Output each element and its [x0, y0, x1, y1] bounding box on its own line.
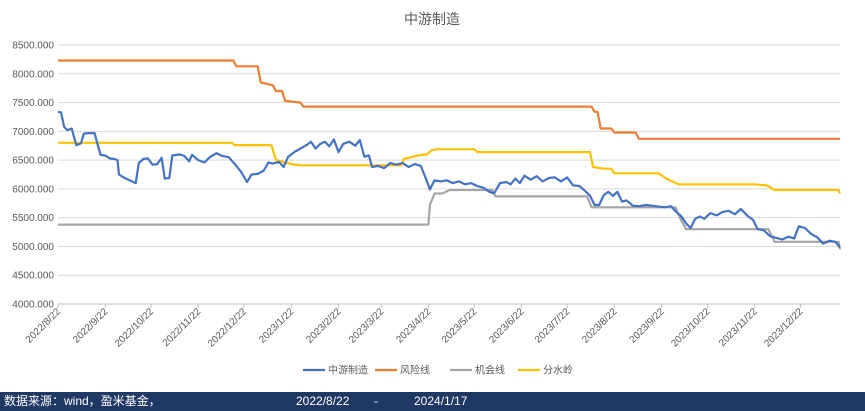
x-tick-label: 2023/6/22 [487, 306, 527, 346]
x-tick-label: 2022/8/22 [24, 306, 64, 346]
legend-label: 分水岭 [543, 364, 573, 377]
x-tick-label: 2023/3/22 [347, 306, 387, 346]
y-axis: 4000.000 4500.000 5000.000 5500.000 6000.000… [12, 41, 54, 311]
grid-lines [58, 44, 840, 305]
x-tick-label: 2023/5/22 [440, 306, 480, 346]
x-tick-label: 2023/10/22 [669, 306, 712, 349]
y-tick-label: 8000.000 [12, 69, 54, 80]
series-line-分水岭 [58, 141, 842, 194]
y-tick-label: 6000.000 [12, 184, 54, 195]
y-tick-label: 7000.000 [12, 127, 54, 138]
x-tick-label: 2023/9/22 [628, 306, 668, 346]
legend-label: 中游制造 [328, 364, 368, 377]
y-tick-label: 4000.000 [12, 300, 54, 311]
x-tick-label: 2022/10/22 [113, 306, 156, 349]
chart-container: 中游制造 4000.000 4500.000 5000.000 5500.000 600… [12, 11, 842, 377]
x-tick-label: 2023/11/22 [717, 306, 760, 349]
start-date: 2022/8/22 [296, 394, 350, 408]
series-line-风险线 [58, 59, 840, 140]
y-tick-label: 6500.000 [12, 156, 54, 167]
series-line-机会线 [58, 188, 842, 250]
source-text: 数据来源：wind，盈米基金， [4, 394, 161, 408]
y-tick-label: 7500.000 [12, 98, 54, 109]
chart-title: 中游制造 [404, 11, 460, 27]
series-lines [57, 59, 842, 250]
x-tick-label: 2023/4/22 [394, 306, 434, 346]
x-tick-label: 2023/1/22 [257, 306, 297, 346]
y-tick-label: 4500.000 [12, 271, 54, 282]
legend-label: 风险线 [400, 364, 430, 377]
x-tick-label: 2023/8/22 [580, 306, 620, 346]
source-footer: 数据来源：wind，盈米基金， 2022/8/22 - 2024/1/17 [0, 392, 865, 411]
x-tick-label: 2023/2/22 [304, 306, 344, 346]
y-tick-label: 8500.000 [12, 41, 54, 52]
end-date: 2024/1/17 [414, 394, 468, 408]
x-tick-label: 2022/11/22 [161, 306, 204, 349]
legend: 中游制造 风险线 机会线 分水岭 [303, 364, 573, 377]
date-separator: - [374, 394, 378, 408]
chart-svg: 中游制造 4000.000 4500.000 5000.000 5500.000 600… [12, 11, 842, 377]
x-tick-label: 2023/7/22 [533, 306, 573, 346]
x-tick-label: 2022/9/22 [71, 306, 111, 346]
x-tick-label: 2023/12/22 [762, 306, 805, 349]
y-tick-label: 5500.000 [12, 213, 54, 224]
y-tick-label: 5000.000 [12, 242, 54, 253]
x-axis: 2022/8/22 2022/9/22 2022/10/22 2022/11/22 20… [24, 303, 840, 350]
x-tick-label: 2022/12/22 [206, 306, 249, 349]
series-line-中游制造 [57, 110, 841, 249]
legend-label: 机会线 [475, 364, 505, 377]
